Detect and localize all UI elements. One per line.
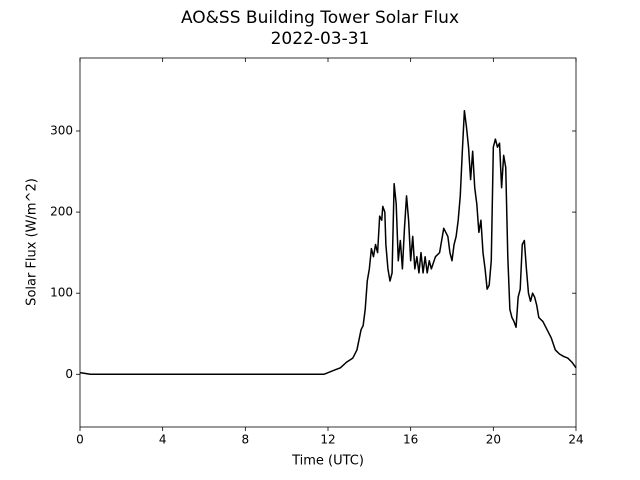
y-tick-label: 100 <box>50 286 73 300</box>
x-tick-label: 4 <box>159 433 167 447</box>
x-tick-label: 16 <box>403 433 418 447</box>
x-axis-label: Time (UTC) <box>291 454 364 469</box>
y-tick-label: 0 <box>65 367 73 381</box>
chart-title: AO&SS Building Tower Solar Flux <box>181 8 459 28</box>
x-tick-label: 8 <box>242 433 250 447</box>
data-line <box>79 109 577 376</box>
chart-subtitle: 2022-03-31 <box>271 29 370 49</box>
y-axis-label: Solar Flux (W/m^2) <box>25 178 40 306</box>
plot-frame <box>79 57 577 428</box>
x-tick-label: 24 <box>568 433 583 447</box>
x-tick-label: 20 <box>486 433 501 447</box>
x-tick-label: 12 <box>320 433 335 447</box>
y-tick-label: 200 <box>50 205 73 219</box>
x-tick-label: 0 <box>76 433 84 447</box>
y-tick-label: 300 <box>50 123 73 137</box>
